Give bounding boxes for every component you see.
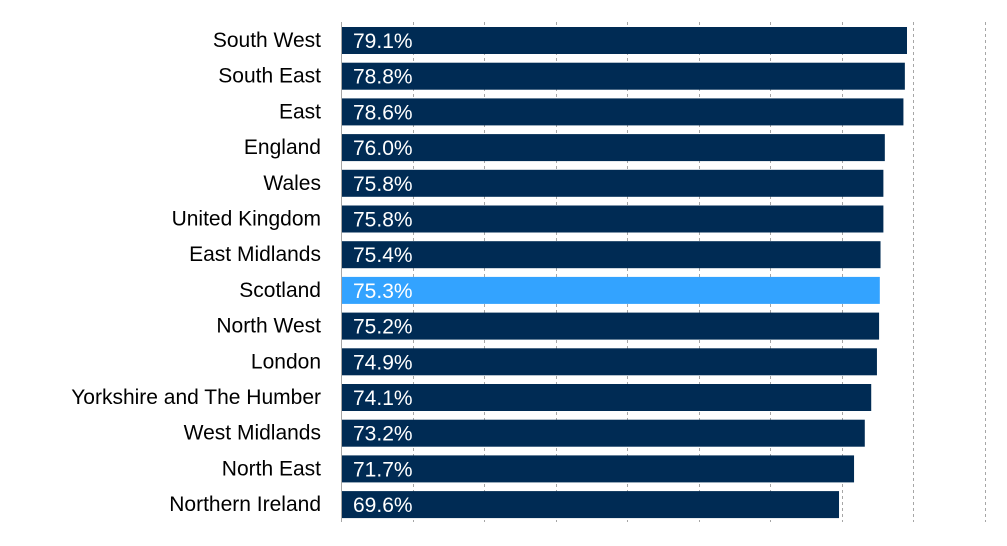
gridlines (413, 22, 986, 522)
bar-london (341, 348, 877, 376)
value-label: 78.6% (353, 101, 413, 124)
category-label: South West (213, 29, 321, 52)
category-label: East (279, 100, 321, 123)
category-label: Northern Ireland (169, 493, 321, 516)
category-label: East Midlands (189, 243, 321, 266)
bar-northern-ireland (341, 491, 840, 519)
value-label: 75.4% (353, 244, 413, 267)
value-label: 76.0% (353, 137, 413, 160)
bar-england (341, 134, 885, 162)
category-label: North West (216, 315, 321, 338)
value-label: 75.3% (353, 280, 413, 303)
bar-south-east (341, 62, 905, 90)
category-label: Yorkshire and The Humber (71, 386, 321, 409)
bars (341, 27, 907, 519)
bar-east (341, 98, 904, 126)
value-label: 74.9% (353, 351, 413, 374)
value-label: 75.2% (353, 316, 413, 339)
bar-east-midlands (341, 241, 881, 269)
bar-north-west (341, 312, 880, 340)
value-label: 78.8% (353, 66, 413, 89)
category-label: North East (222, 457, 321, 480)
value-labels: 79.1% 78.8% 78.6% 76.0% 75.8% 75.8% 75.4% 75.3%… (353, 30, 413, 517)
value-label: 73.2% (353, 423, 413, 446)
category-label: West Midlands (184, 422, 321, 445)
bar-united-kingdom (341, 205, 884, 233)
bar-scotland (341, 276, 880, 304)
category-label: South East (218, 65, 321, 88)
category-label: United Kingdom (172, 208, 321, 231)
category-label: Wales (263, 172, 321, 195)
bar-wales (341, 169, 884, 197)
category-labels: South West South East East England Wales Unit… (71, 29, 321, 516)
value-label: 69.6% (353, 494, 413, 517)
bar-west-midlands (341, 419, 865, 447)
value-label: 75.8% (353, 173, 413, 196)
category-label: London (251, 350, 321, 373)
value-label: 74.1% (353, 387, 413, 410)
category-label: Scotland (239, 279, 321, 302)
value-label: 79.1% (353, 30, 413, 53)
bar-north-east (341, 455, 855, 483)
value-label: 75.8% (353, 209, 413, 232)
bar-yorkshire-and-the-humber (341, 384, 872, 411)
value-label: 71.7% (353, 458, 413, 481)
category-label: England (244, 136, 321, 159)
bar-south-west (341, 27, 907, 54)
